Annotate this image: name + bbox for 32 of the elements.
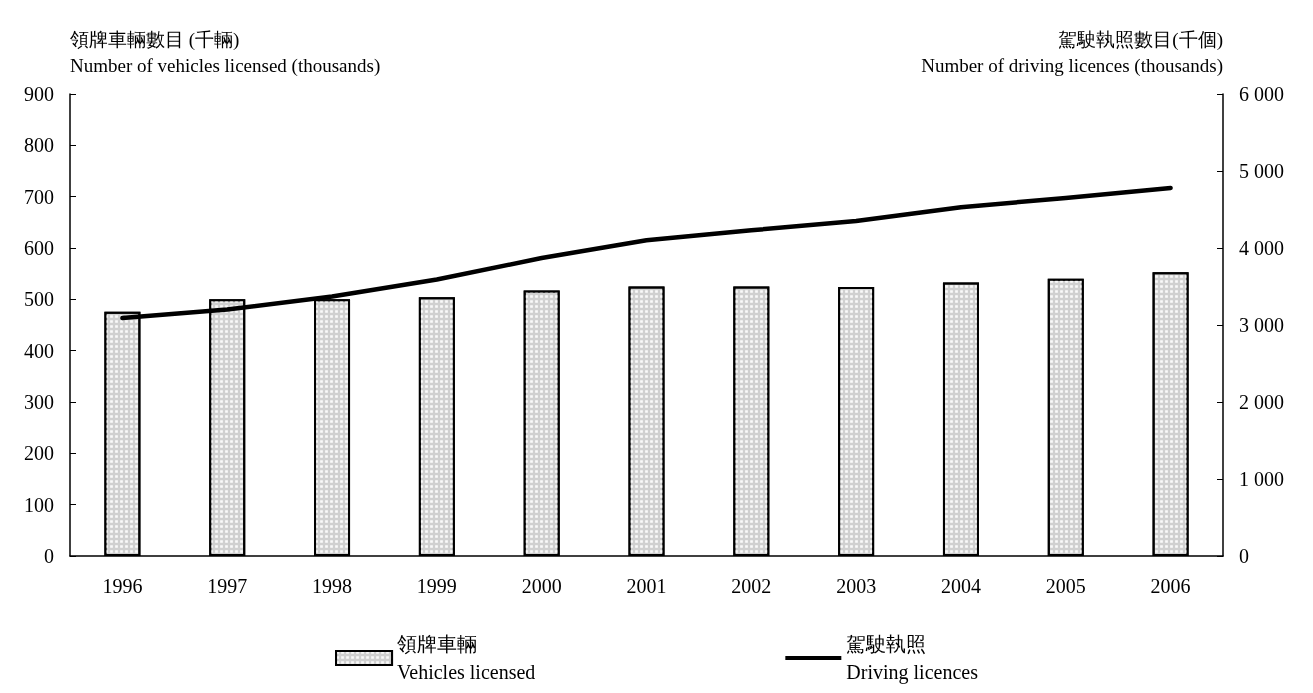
legend-label: 駕駛執照 Driving licences (846, 633, 979, 684)
x-tick-label: 2002 (731, 575, 772, 597)
x-tick-label: 1997 (207, 575, 248, 597)
y-tick-label: 500 (24, 288, 54, 311)
y-tick-label: 700 (24, 185, 54, 208)
y2-tick-label: 1 000 (1239, 468, 1284, 490)
legend-label: 領牌車輛 Vehicles licensed (397, 633, 536, 683)
x-tick-label: 2006 (1150, 575, 1191, 597)
y-tick-label: 400 (24, 339, 54, 362)
y-tick-label: 900 (24, 83, 54, 105)
y-axis-title: 領牌車輛數目 (千輛) Number of vehicles licensed (thousands) (70, 28, 381, 77)
y2-axis-title: 駕駛執照數目(千個) Number of driving licences (thousands) (921, 28, 1223, 77)
y2-tick-label: 0 (1239, 545, 1249, 567)
y-tick-label: 300 (24, 391, 54, 413)
y2-tick-label: 6 000 (1239, 83, 1284, 105)
y2-tick-label: 3 000 (1239, 314, 1284, 336)
y2-tick-label: 2 000 (1239, 391, 1284, 413)
x-tick-label: 2001 (626, 575, 667, 597)
y-tick-label: 600 (24, 237, 54, 259)
y2-tick-label: 4 000 (1239, 237, 1284, 259)
y2-tick-label: 5 000 (1239, 160, 1284, 182)
x-tick-label: 1998 (312, 575, 353, 597)
x-tick-label: 2000 (521, 575, 562, 597)
y-tick-label: 200 (24, 442, 54, 465)
y-tick-label: 800 (24, 134, 54, 157)
x-tick-label: 2003 (836, 575, 877, 597)
x-tick-label: 1996 (102, 575, 143, 597)
y-tick-label: 100 (24, 493, 54, 516)
x-tick-label: 2004 (940, 575, 981, 597)
y-tick-label: 0 (44, 545, 54, 567)
x-tick-label: 1999 (416, 575, 457, 597)
x-tick-label: 2005 (1045, 575, 1086, 597)
